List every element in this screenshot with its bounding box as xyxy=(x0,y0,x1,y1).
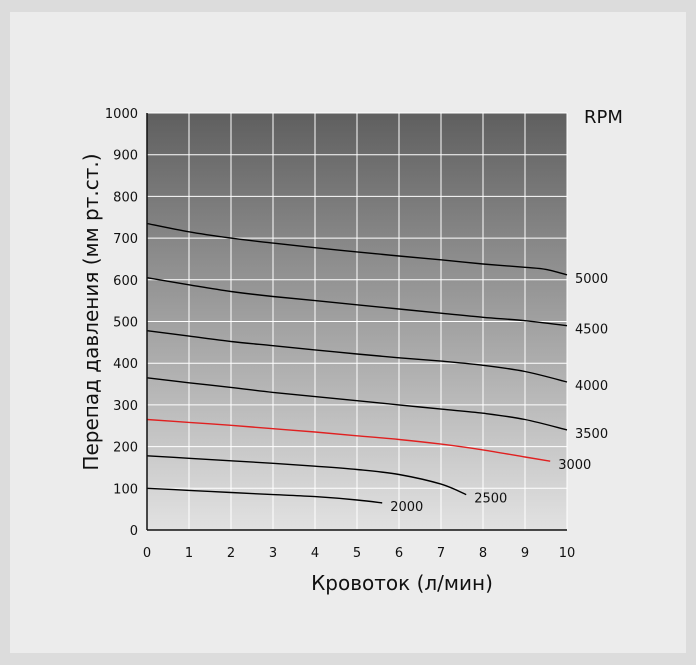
y-tick-label: 300 xyxy=(113,399,138,414)
y-axis-title: Перепад давления (мм рт.ст.) xyxy=(79,153,103,470)
x-tick-label: 8 xyxy=(479,546,487,561)
x-tick-label: 4 xyxy=(311,546,319,561)
curve-4500-rpm xyxy=(146,277,568,327)
y-tick-label: 500 xyxy=(113,316,138,331)
x-axis-title: Кровоток (л/мин) xyxy=(311,571,493,595)
rpm-legend-title: RPM xyxy=(584,107,623,128)
curve-label-2000: 2000 xyxy=(390,500,423,515)
y-tick-label: 0 xyxy=(130,524,138,539)
y-tick-label: 400 xyxy=(113,357,138,372)
y-tick-label: 1000 xyxy=(105,107,138,122)
curve-label-3500: 3500 xyxy=(575,427,608,442)
curve-label-4000: 4000 xyxy=(575,379,608,394)
x-tick-label: 1 xyxy=(185,546,193,561)
y-tick-label: 800 xyxy=(113,190,138,205)
curve-label-3000: 3000 xyxy=(558,458,591,473)
curve-4000-rpm xyxy=(146,330,568,383)
pressure-flow-chart: 0 100 200 300 400 500 600 700 800 900 1000 0 1 2 3 4 5 6… xyxy=(79,107,623,595)
y-tick-label: 700 xyxy=(113,232,138,247)
curve-label-5000: 5000 xyxy=(575,272,608,287)
x-tick-label: 7 xyxy=(437,546,445,561)
x-tick-label: 2 xyxy=(227,546,235,561)
curve-label-2500: 2500 xyxy=(474,492,507,507)
x-tick-label: 6 xyxy=(395,546,403,561)
x-tick-label: 10 xyxy=(559,546,576,561)
x-tick-label: 5 xyxy=(353,546,361,561)
chart-frame: 0 100 200 300 400 500 600 700 800 900 1000 0 1 2 3 4 5 6… xyxy=(10,12,686,653)
curve-3500-rpm xyxy=(146,377,568,431)
y-tick-labels: 0 100 200 300 400 500 600 700 800 900 1000 xyxy=(105,107,138,539)
x-tick-label: 0 xyxy=(143,546,151,561)
y-tick-label: 600 xyxy=(113,274,138,289)
x-tick-label: 9 xyxy=(521,546,529,561)
y-tick-label: 200 xyxy=(113,441,138,456)
grid-lines xyxy=(147,112,568,530)
curve-2500-rpm xyxy=(146,455,467,496)
curve-labels: 2000 2500 3000 3500 4000 4500 5000 xyxy=(390,272,608,515)
curve-label-4500: 4500 xyxy=(575,323,608,338)
curve-5000-rpm xyxy=(146,222,568,276)
x-tick-labels: 0 1 2 3 4 5 6 7 8 9 10 xyxy=(143,546,575,561)
x-tick-label: 3 xyxy=(269,546,277,561)
curve-2000-rpm xyxy=(146,487,383,504)
y-tick-label: 100 xyxy=(113,482,138,497)
curve-3000-rpm xyxy=(146,418,551,462)
y-tick-label: 900 xyxy=(113,149,138,164)
curves xyxy=(146,222,568,504)
